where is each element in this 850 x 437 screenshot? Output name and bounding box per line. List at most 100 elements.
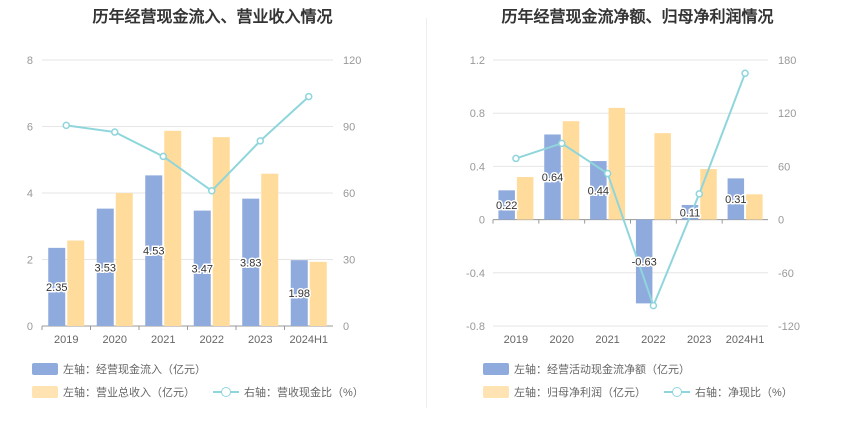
- bar-secondary: [164, 130, 182, 326]
- chart-title: 历年经营现金流入、营业收入情况: [92, 9, 333, 26]
- bar-data-label: -0.63: [632, 256, 657, 268]
- bar-secondary: [309, 261, 327, 326]
- bar-secondary: [261, 173, 279, 326]
- legend-swatch-bar: [32, 363, 58, 375]
- y-left-tick-label: 0: [27, 321, 33, 333]
- bar-primary: [498, 190, 515, 220]
- legend-row-2: 左轴：归母净利润（亿元） 右轴：净现比（%）: [483, 384, 811, 400]
- x-tick-label: 2021: [151, 334, 175, 346]
- bar-secondary: [608, 107, 626, 220]
- bar-primary: [727, 178, 745, 220]
- bar-primary: [590, 161, 607, 220]
- ratio-point: [558, 139, 566, 148]
- y-right-tick-label: -60: [778, 268, 794, 280]
- legend-label: 右轴：净现比（%）: [695, 387, 793, 399]
- bar-secondary: [516, 177, 534, 220]
- legend-label: 左轴：经营活动现金流净额（亿元）: [514, 364, 690, 376]
- ratio-point: [62, 121, 70, 130]
- bar-secondary: [67, 240, 85, 326]
- ratio-point: [603, 169, 612, 178]
- bar-secondary: [212, 137, 230, 326]
- bar-primary: [290, 260, 308, 326]
- x-tick-label: 2019: [54, 334, 78, 346]
- ratio-line: [66, 95, 310, 193]
- legend-item-net-cash[interactable]: 左轴：经营活动现金流净额（亿元）: [483, 361, 690, 377]
- ratio-line: [515, 72, 747, 309]
- x-tick-label: 2024H1: [726, 334, 765, 346]
- bar-data-label: 3.47: [192, 263, 213, 275]
- bar-primary: [48, 247, 66, 326]
- bar-data-label: 2.35: [46, 282, 67, 294]
- bar-data-label: 0.11: [680, 207, 701, 219]
- chart-panel-cash-inflow: 历年经营现金流入、营业收入情况 0 2 4 6 8 0 30 60 90 120 2019 2020 2…: [27, 9, 382, 400]
- ratio-point: [649, 301, 658, 310]
- x-tick-label: 2021: [595, 334, 619, 346]
- bar-primary: [544, 134, 561, 220]
- legend-label: 左轴：归母净利润（亿元）: [514, 387, 646, 399]
- legend-item-cash-ratio[interactable]: 右轴：营收现金比（%）: [213, 384, 364, 400]
- panel-divider: [426, 18, 427, 408]
- bar-data-label: 0.44: [588, 185, 609, 197]
- y-left-tick-label: 2: [27, 255, 33, 267]
- y-right-tick-label: 120: [343, 55, 361, 67]
- bar-data-label: 0.64: [542, 172, 563, 184]
- chart-title: 历年经营现金流净额、归母净利润情况: [501, 9, 774, 26]
- y-right-tick-label: 0: [343, 321, 349, 333]
- y-right-tick-label: 60: [778, 161, 790, 173]
- y-left-tick-label: 6: [27, 122, 33, 134]
- bar-secondary: [654, 133, 671, 220]
- y-left-tick-label: -0.8: [466, 321, 485, 333]
- ratio-point: [512, 154, 520, 163]
- legend-row-2: 左轴：营业总收入（亿元） 右轴：营收现金比（%）: [32, 384, 382, 400]
- chart-cash-inflow-revenue: 0 2 4 6 8 0 30 60 90 120 2019 2020 2021 2022 2023 2024H…: [27, 55, 361, 346]
- bar-data-label: 3.53: [95, 262, 116, 274]
- y-right-tick-label: -120: [778, 321, 800, 333]
- ratio-point: [111, 128, 119, 136]
- y-right-tick-label: 120: [778, 108, 796, 120]
- x-tick-label: 2020: [550, 334, 574, 346]
- y-left-tick-label: 1.2: [470, 55, 485, 67]
- y-right-tick-label: 0: [778, 215, 784, 227]
- y-left-tick-label: -0.4: [466, 268, 485, 280]
- legend-swatch-line: [664, 386, 690, 398]
- legend-item-revenue[interactable]: 左轴：营业总收入（亿元）: [32, 384, 195, 400]
- bar-data-label: 1.98: [289, 288, 310, 300]
- x-tick-label: 2023: [248, 334, 272, 346]
- bar-primary: [96, 208, 114, 326]
- bar-secondary: [746, 194, 763, 220]
- chart-net-cash-profit: -0.8 -0.4 0 0.4 0.8 1.2 -120 -60 0 60 120 180 2019 20…: [466, 55, 800, 346]
- legend-item-cash-inflow[interactable]: 左轴：经营现金流入（亿元）: [32, 361, 206, 377]
- x-tick-label: 2022: [641, 334, 665, 346]
- y-left-tick-label: 4: [27, 188, 33, 200]
- bar-data-label: 4.53: [143, 246, 164, 258]
- bar-data-label: 0.22: [496, 200, 517, 212]
- x-tick-label: 2022: [200, 334, 224, 346]
- legend-item-net-cash-ratio[interactable]: 右轴：净现比（%）: [664, 384, 793, 400]
- ratio-point: [305, 92, 313, 101]
- legend-label: 左轴：经营现金流入（亿元）: [63, 364, 206, 376]
- y-right-tick-label: 90: [343, 122, 355, 134]
- legend-label: 左轴：营业总收入（亿元）: [63, 387, 195, 399]
- bar-primary: [635, 219, 653, 304]
- x-tick-label: 2020: [103, 334, 127, 346]
- y-right-tick-label: 60: [343, 188, 355, 200]
- bar-data-label: 3.83: [240, 257, 261, 269]
- legend-swatch-bar: [483, 386, 509, 398]
- ratio-point: [741, 69, 749, 78]
- legend-item-net-profit[interactable]: 左轴：归母净利润（亿元）: [483, 384, 646, 400]
- bar-secondary: [562, 121, 580, 220]
- ratio-point: [208, 187, 216, 195]
- ratio-point: [256, 137, 264, 145]
- y-left-tick-label: 0: [479, 215, 485, 227]
- bar-primary: [242, 198, 260, 326]
- x-tick-label: 2023: [687, 334, 711, 346]
- y-right-tick-label: 30: [343, 255, 355, 267]
- chart-panel-net-cash: 历年经营现金流净额、归母净利润情况 -0.8 -0.4 0 0.4 0.8 1.2 -120…: [425, 0, 850, 437]
- legend-row-1: 左轴：经营现金流入（亿元）: [32, 361, 224, 377]
- bar-data-label: 0.31: [725, 194, 746, 206]
- bar-primary: [145, 175, 163, 326]
- x-tick-label: 2019: [504, 334, 528, 346]
- legend-swatch-bar: [483, 363, 509, 375]
- legend-swatch-line: [213, 386, 239, 398]
- bar-primary: [193, 210, 211, 326]
